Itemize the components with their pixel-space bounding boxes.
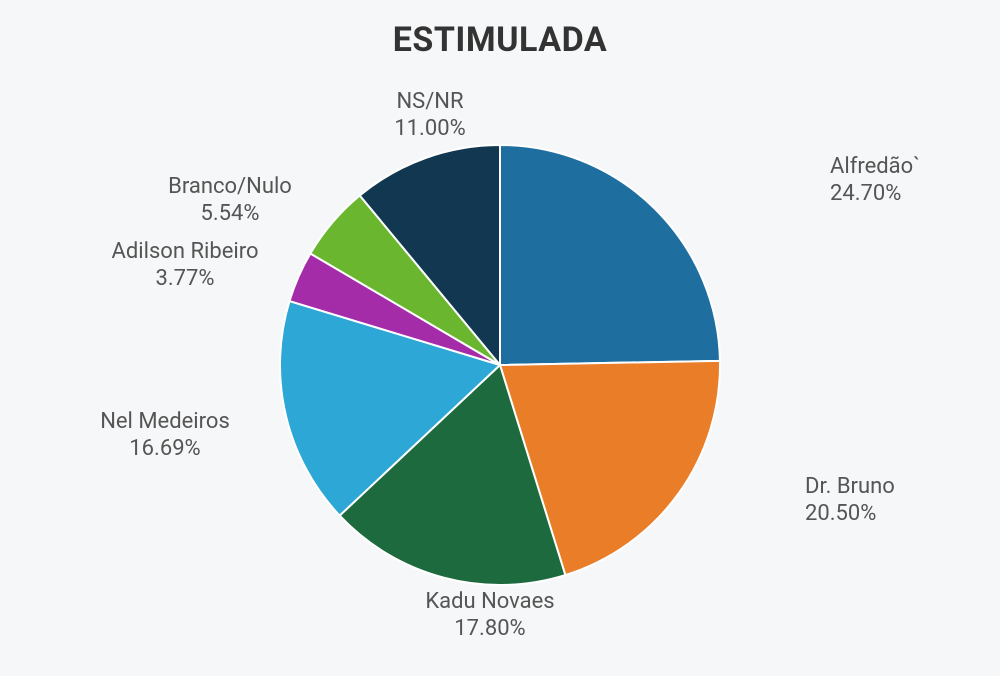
- slice-label-value: 3.77%: [111, 265, 258, 293]
- slice-label-value: 16.69%: [100, 435, 230, 463]
- slice-label: NS/NR11.00%: [394, 88, 465, 143]
- slice-label-value: 20.50%: [805, 500, 895, 528]
- slice-label: Kadu Novaes17.80%: [425, 588, 554, 643]
- slice-label-name: Nel Medeiros: [100, 408, 230, 436]
- slice-label-value: 17.80%: [425, 615, 554, 643]
- slice-label: Branco/Nulo5.54%: [168, 173, 292, 228]
- slice-label-name: Branco/Nulo: [168, 173, 292, 201]
- slice-label-name: Kadu Novaes: [425, 588, 554, 616]
- slice-label: Dr. Bruno20.50%: [805, 473, 895, 528]
- slice-label-value: 11.00%: [394, 115, 465, 143]
- slice-label: Nel Medeiros16.69%: [100, 408, 230, 463]
- slice-label-name: Alfredão`: [830, 153, 920, 181]
- slice-label: Adilson Ribeiro3.77%: [111, 238, 258, 293]
- slice-label-name: Dr. Bruno: [805, 473, 895, 501]
- slice-label-name: Adilson Ribeiro: [111, 238, 258, 266]
- pie-chart-container: ESTIMULADA Alfredão`24.70% Dr. Bruno20.50…: [0, 0, 1000, 676]
- chart-title: ESTIMULADA: [0, 20, 1000, 60]
- pie-slice: [500, 145, 720, 365]
- slice-label-value: 5.54%: [168, 200, 292, 228]
- slice-label-value: 24.70%: [830, 180, 920, 208]
- slice-label: Alfredão`24.70%: [830, 153, 920, 208]
- pie-chart: [278, 143, 722, 587]
- slice-label-name: NS/NR: [394, 88, 465, 116]
